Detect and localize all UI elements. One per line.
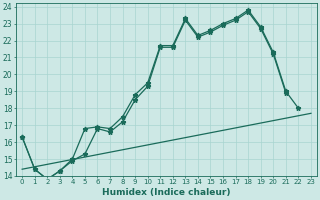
X-axis label: Humidex (Indice chaleur): Humidex (Indice chaleur) <box>102 188 231 197</box>
